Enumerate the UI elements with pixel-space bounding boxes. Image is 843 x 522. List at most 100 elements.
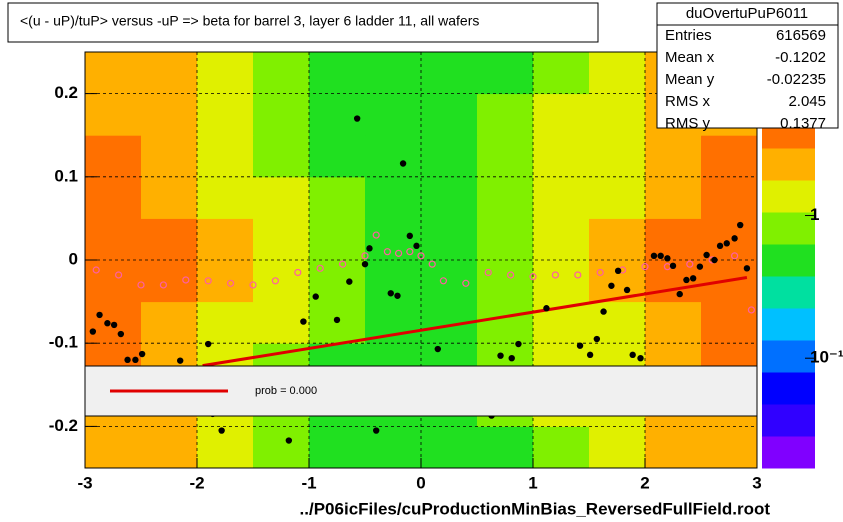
mean-marker bbox=[574, 271, 582, 279]
profile-point bbox=[333, 316, 341, 324]
heatmap-cell bbox=[589, 218, 646, 261]
heatmap-cell bbox=[141, 52, 198, 95]
stats-label: Mean y bbox=[665, 71, 715, 88]
heatmap-cell bbox=[141, 426, 198, 469]
profile-point bbox=[593, 335, 601, 343]
profile-point bbox=[218, 427, 225, 434]
heatmap-cell bbox=[477, 93, 534, 136]
heatmap-cell bbox=[477, 301, 534, 344]
heatmap-cell bbox=[533, 52, 590, 95]
stats-label: RMS y bbox=[665, 115, 711, 132]
heatmap-cell bbox=[645, 426, 702, 469]
mean-marker bbox=[159, 281, 167, 289]
heatmap-cell bbox=[253, 93, 310, 136]
heatmap-cell bbox=[589, 135, 646, 178]
profile-point bbox=[711, 256, 718, 264]
heatmap-cell bbox=[645, 135, 702, 178]
heatmap-cell bbox=[309, 93, 366, 136]
mean-marker bbox=[428, 260, 436, 268]
stats-value: 2.045 bbox=[788, 93, 826, 110]
heatmap-cell bbox=[253, 135, 310, 178]
stats-value: 0.1377 bbox=[780, 115, 826, 132]
mean-marker bbox=[182, 276, 190, 284]
profile-point bbox=[89, 328, 97, 335]
heatmap-cell bbox=[253, 176, 310, 219]
mean-marker bbox=[361, 252, 369, 260]
profile-point bbox=[353, 115, 361, 122]
profile-point bbox=[434, 345, 441, 353]
heatmap-cell bbox=[533, 93, 590, 136]
profile-point bbox=[657, 252, 664, 260]
heatmap-cell bbox=[589, 52, 646, 95]
heatmap-cell bbox=[365, 135, 422, 178]
x-tick-label: 3 bbox=[752, 473, 761, 492]
mean-marker bbox=[92, 266, 100, 274]
profile-point bbox=[132, 356, 139, 364]
profile-point bbox=[205, 340, 212, 348]
x-tick-label: 2 bbox=[640, 473, 649, 492]
heatmap-cell bbox=[253, 52, 310, 95]
profile-point bbox=[731, 235, 738, 242]
heatmap-cell bbox=[141, 176, 198, 219]
heatmap-cell bbox=[85, 218, 142, 261]
x-axis-title: ../P06icFiles/cuProductionMinBias_Revers… bbox=[300, 499, 771, 518]
heatmap-cell bbox=[253, 260, 310, 303]
profile-point bbox=[394, 292, 401, 299]
chart-title: <(u - uP)/tuP> versus -uP => beta for ba… bbox=[20, 13, 479, 29]
heatmap-cell bbox=[365, 52, 422, 95]
mean-marker bbox=[316, 264, 324, 272]
heatmap-cell bbox=[309, 176, 366, 219]
profile-point bbox=[515, 340, 522, 348]
profile-point bbox=[683, 276, 690, 284]
heatmap-cell bbox=[309, 135, 366, 178]
profile-point bbox=[723, 240, 730, 247]
mean-marker bbox=[227, 279, 235, 287]
heatmap-cell bbox=[141, 93, 198, 136]
heatmap-cell bbox=[85, 52, 142, 95]
profile-point bbox=[138, 350, 146, 358]
profile-point bbox=[543, 305, 550, 312]
profile-point bbox=[177, 357, 184, 364]
heatmap-cell bbox=[141, 301, 198, 344]
heatmap-cell bbox=[421, 93, 478, 136]
palette-swatch bbox=[762, 404, 815, 437]
stats-label: Mean x bbox=[665, 49, 715, 66]
mean-marker bbox=[641, 263, 649, 271]
profile-point bbox=[669, 262, 677, 270]
heatmap-cell bbox=[477, 426, 534, 469]
heatmap-cell bbox=[701, 218, 758, 261]
heatmap-cell bbox=[141, 135, 198, 178]
mean-marker bbox=[462, 279, 470, 287]
heatmap-cell bbox=[477, 52, 534, 95]
heatmap-cell bbox=[477, 135, 534, 178]
profile-point bbox=[600, 308, 607, 315]
stats-label: RMS x bbox=[665, 93, 711, 110]
profile-point bbox=[373, 427, 380, 434]
profile-point bbox=[508, 354, 515, 362]
legend-label: prob = 0.000 bbox=[255, 385, 317, 397]
heatmap-cell bbox=[253, 301, 310, 344]
mean-marker bbox=[406, 248, 414, 256]
heatmap-cell bbox=[421, 218, 478, 261]
title-box bbox=[7, 2, 599, 43]
profile-point bbox=[406, 232, 413, 240]
profile-point bbox=[346, 278, 353, 285]
heatmap-cell bbox=[85, 176, 142, 219]
mean-marker bbox=[339, 260, 347, 268]
profile-point bbox=[110, 321, 118, 329]
heatmap-cell bbox=[309, 218, 366, 261]
mean-marker bbox=[507, 271, 515, 279]
profile-point bbox=[614, 267, 622, 275]
mean-marker bbox=[747, 306, 756, 314]
heatmap-cell bbox=[197, 426, 254, 469]
heatmap-cell bbox=[589, 426, 646, 469]
mean-marker bbox=[249, 281, 257, 289]
x-tick-label: -3 bbox=[77, 473, 92, 492]
heatmap-cell bbox=[309, 52, 366, 95]
overlay: <(u - uP)/tuP> versus -uP => beta for ba… bbox=[7, 2, 839, 518]
heatmap-cell bbox=[477, 218, 534, 261]
heatmap-cell bbox=[197, 52, 254, 95]
y-tick-label: -0.2 bbox=[49, 416, 78, 435]
profile-point bbox=[300, 318, 307, 325]
heatmap-cell bbox=[85, 260, 142, 303]
